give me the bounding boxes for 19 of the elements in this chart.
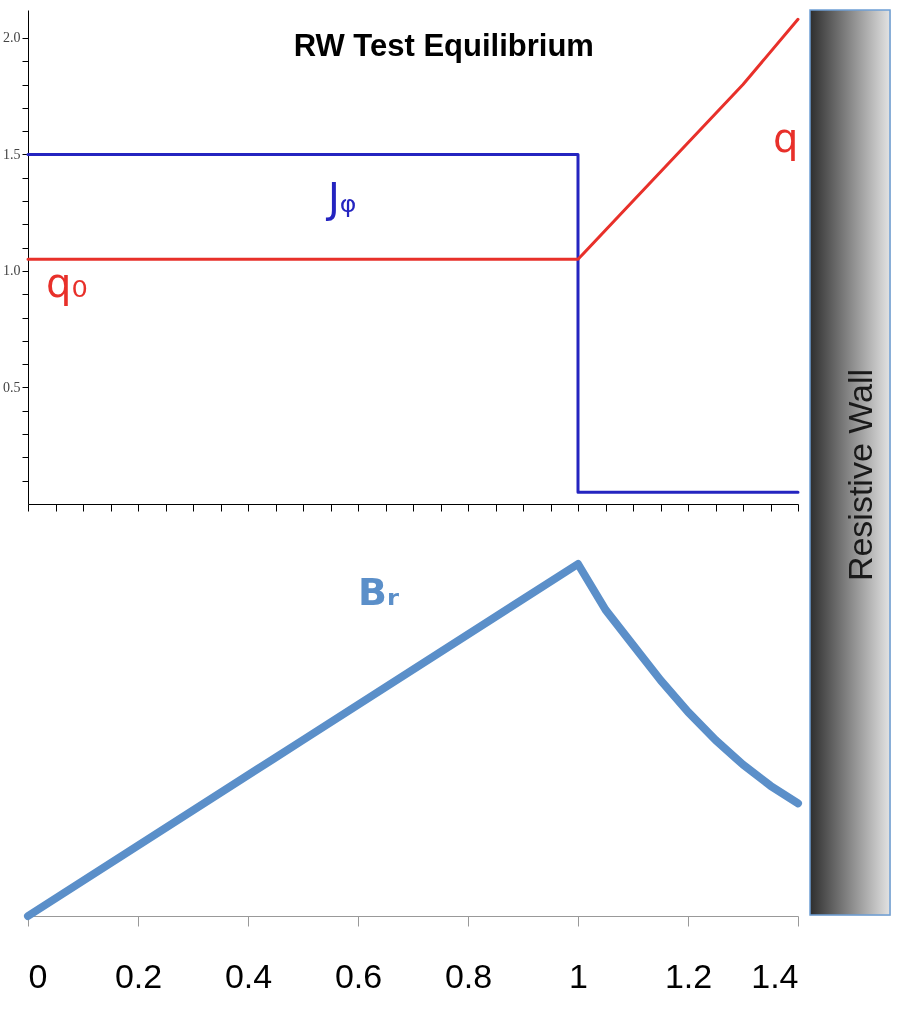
annotation: q₀ — [46, 260, 88, 307]
y-tick-label: 2.0 — [3, 30, 21, 46]
x-tick-label: 1.2 — [664, 956, 713, 995]
y-tick-label: 1.0 — [3, 263, 21, 279]
y-tick-label: 0.5 — [3, 379, 21, 395]
series-label: q — [773, 115, 799, 161]
text: Resistive Wall — [841, 368, 879, 582]
line-series — [26, 17, 800, 261]
x-tick-label: 1.4 — [751, 956, 799, 995]
x-tick-label: 0.8 — [444, 956, 493, 995]
x-tick-label: 0 — [28, 956, 48, 995]
y-tick-label: 1.5 — [3, 146, 21, 162]
series-label: Bᵣ — [358, 570, 399, 614]
x-tick-label: 0.2 — [114, 956, 163, 995]
text: RW Test Equilibrium — [293, 28, 594, 63]
x-tick-label: 0.4 — [224, 956, 273, 995]
x-tick-label: 1 — [569, 956, 588, 995]
series-label: Jᵩ — [325, 175, 357, 221]
x-tick-label: 0.6 — [334, 956, 383, 995]
